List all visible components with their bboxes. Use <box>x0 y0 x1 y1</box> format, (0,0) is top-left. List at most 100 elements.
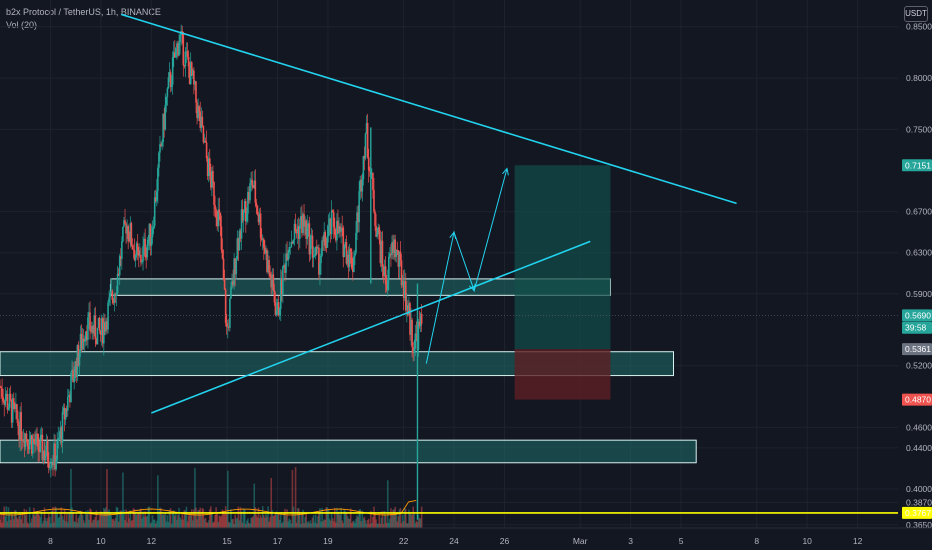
x-tick-label: 12 <box>147 536 157 546</box>
volume-bar <box>183 510 186 528</box>
candle-body <box>98 317 101 331</box>
volume-bar <box>51 510 53 528</box>
volume-bar <box>294 467 297 528</box>
support-resistance-zones <box>0 165 697 464</box>
symbol-title[interactable]: b2x Protocol / TetherUS, 1h, BINANCE <box>6 7 161 17</box>
volume-bar <box>265 513 267 528</box>
volume-bar <box>98 515 101 528</box>
volume-bar <box>1 522 3 528</box>
volume-bar <box>368 523 371 528</box>
price-tag <box>902 506 932 519</box>
candle-body <box>167 77 170 89</box>
candle-body <box>7 408 10 410</box>
candle-body <box>37 434 39 450</box>
candle-body <box>391 242 393 255</box>
volume-bar <box>339 514 341 528</box>
candle-body <box>186 51 189 57</box>
candle-body <box>365 123 368 134</box>
volume-bar <box>86 514 88 528</box>
candle-body <box>319 263 321 275</box>
candle-body <box>57 438 60 442</box>
volume-bar <box>219 516 222 528</box>
price-axis[interactable]: 0.8500 0.8000 0.7500 0.6700 0.6300 0.5900 0.52… <box>906 22 932 530</box>
candle-body <box>154 197 157 201</box>
volume-bar <box>153 519 156 528</box>
volume-bar <box>237 506 240 528</box>
candle-body <box>263 239 265 248</box>
volume-bar <box>97 519 100 528</box>
volume-bar <box>129 510 132 528</box>
descending-trendline[interactable] <box>120 13 737 205</box>
volume-bar <box>359 509 362 528</box>
candle-body <box>413 348 416 354</box>
time-axis[interactable]: 8 10 12 15 17 19 22 24 26 Mar 3 5 8 10 12 <box>0 527 932 546</box>
candle-body <box>250 179 252 184</box>
candle-body <box>323 232 325 242</box>
candle-body <box>1 388 3 398</box>
candle-body <box>265 249 267 254</box>
volume-indicator-label[interactable]: Vol (20) <box>6 20 38 30</box>
currency-button[interactable]: USDT <box>904 6 928 22</box>
volume-bar <box>376 523 378 528</box>
candle-body <box>69 395 71 403</box>
volume-bar <box>40 511 43 528</box>
volume-bar <box>283 513 285 528</box>
candle-body <box>6 393 9 410</box>
volume-bar <box>304 516 306 528</box>
projection-path[interactable] <box>425 168 508 364</box>
candle-body <box>163 113 166 130</box>
candle-body <box>101 318 104 344</box>
volume-bar <box>143 516 145 528</box>
volume-bar <box>361 510 364 528</box>
candle-body <box>103 322 105 344</box>
candle-body <box>305 220 307 239</box>
volume-bar <box>17 519 19 528</box>
candle-body <box>322 240 324 242</box>
candle-body <box>304 220 306 227</box>
candle-body <box>395 250 398 258</box>
candle-body <box>196 102 198 119</box>
candle-body <box>419 313 422 327</box>
candle-body <box>276 302 279 312</box>
candle-body <box>9 393 12 400</box>
x-tick-label: 10 <box>802 536 812 546</box>
volume-bar <box>2 513 4 528</box>
volume-bar <box>398 509 401 528</box>
volume-bar <box>82 520 85 528</box>
candle-body <box>342 227 345 258</box>
volume-bar <box>169 508 172 528</box>
volume-bar <box>274 513 277 528</box>
candle-body <box>50 466 52 468</box>
candle-body <box>321 240 323 256</box>
candle-body <box>199 111 202 128</box>
candle-body <box>295 231 298 234</box>
ascending-trendline[interactable] <box>151 240 591 414</box>
candle-body <box>380 240 383 264</box>
price-tag <box>902 159 932 172</box>
candle-body <box>188 66 191 85</box>
volume-bar <box>110 515 113 528</box>
volume-bar <box>18 516 20 528</box>
volume-bar <box>68 512 70 528</box>
candle-body <box>266 249 268 272</box>
candle-body <box>308 223 311 255</box>
candle-body <box>318 247 320 275</box>
candle-body <box>155 191 158 201</box>
candle-body <box>379 239 382 264</box>
candle-body <box>258 213 261 223</box>
volume-bar <box>276 514 279 528</box>
volume-bar <box>174 515 176 528</box>
y-tick-label: 0.4000 <box>906 484 932 494</box>
candle-body <box>141 261 143 263</box>
candle-body <box>381 240 384 267</box>
candle-body <box>117 273 120 276</box>
candle-body <box>151 227 154 238</box>
volume-bars <box>0 467 423 528</box>
volume-bar <box>337 512 339 528</box>
volume-bar <box>99 511 102 528</box>
volume-bar <box>28 507 31 528</box>
candle-body <box>44 455 47 460</box>
candle-body <box>237 238 240 251</box>
candle-body <box>90 331 92 332</box>
